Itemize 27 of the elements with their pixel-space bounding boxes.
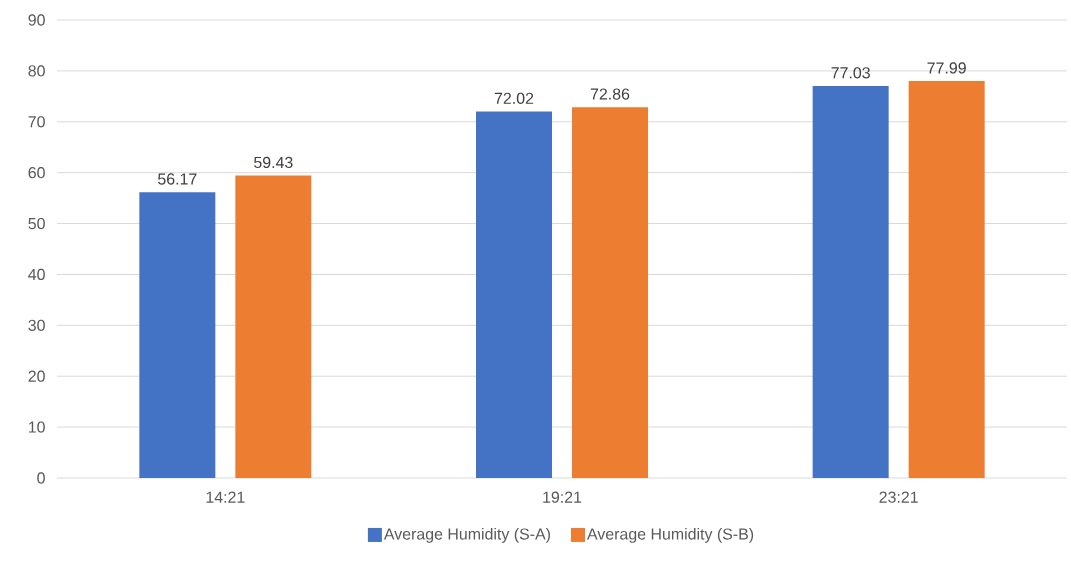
data-label: 56.17 (158, 173, 197, 185)
bar (572, 107, 648, 478)
bar (908, 81, 985, 478)
x-tick-label: 23:21 (879, 491, 918, 503)
data-label: 77.03 (831, 67, 870, 79)
x-tick-label: 19:21 (543, 491, 582, 503)
bar (235, 175, 312, 478)
bar (476, 111, 552, 478)
legend-label: Average Humidity (S-B) (587, 527, 754, 543)
data-label: 77.99 (927, 62, 966, 74)
y-tick-label: 70 (28, 116, 45, 128)
bar (139, 192, 216, 478)
legend-label: Average Humidity (S-A) (383, 527, 550, 543)
y-tick-label: 60 (28, 167, 45, 179)
y-tick-label: 40 (28, 268, 45, 281)
y-tick-label: 20 (28, 370, 45, 382)
data-label: 72.02 (494, 92, 534, 104)
y-tick-label: 80 (28, 65, 45, 77)
y-tick-label: 10 (28, 421, 45, 433)
data-label: 59.43 (254, 156, 293, 169)
y-tick-label: 30 (28, 319, 45, 331)
y-tick-label: 90 (28, 14, 45, 26)
bar (812, 86, 889, 478)
data-label: 72.86 (590, 88, 630, 100)
x-tick-label: 14:21 (206, 491, 245, 503)
y-tick-label: 0 (37, 472, 45, 484)
y-tick-label: 50 (28, 217, 45, 230)
